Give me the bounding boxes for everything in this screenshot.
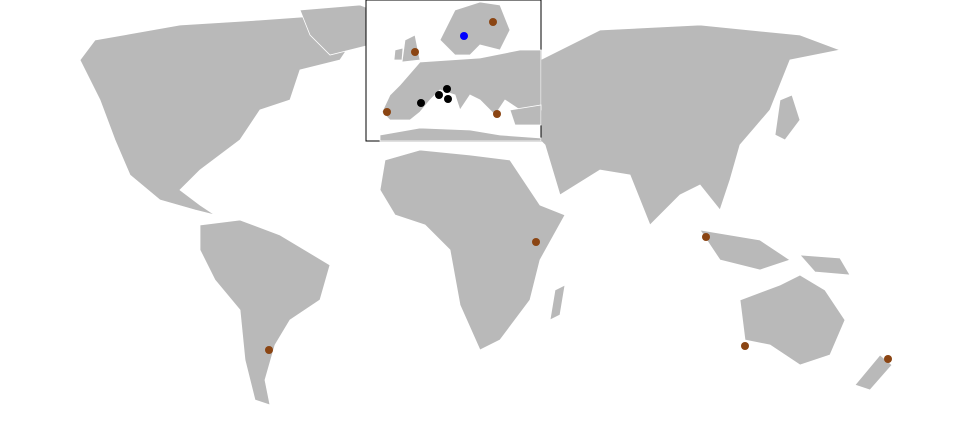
markers [265,18,892,363]
location-marker [444,95,452,103]
southeast-asia-islands [699,229,791,271]
south-america [199,219,331,406]
location-marker [417,99,425,107]
location-marker [411,48,419,56]
ireland [393,47,404,61]
australia [739,274,846,366]
north-africa [379,127,542,142]
location-marker [443,85,451,93]
world-land [79,4,893,406]
asia [539,24,842,226]
turkey [509,104,542,126]
madagascar [549,284,566,321]
japan [774,94,801,141]
scandinavia [439,1,511,56]
new-guinea [799,254,851,276]
location-marker [532,238,540,246]
location-marker [435,91,443,99]
location-marker [265,346,273,354]
location-marker [702,233,710,241]
location-marker [884,355,892,363]
location-marker [489,18,497,26]
location-marker [383,108,391,116]
location-marker [460,32,468,40]
location-marker [493,110,501,118]
location-marker [741,342,749,350]
north-america [79,14,361,216]
europe-inset [365,0,542,142]
africa [379,149,566,351]
